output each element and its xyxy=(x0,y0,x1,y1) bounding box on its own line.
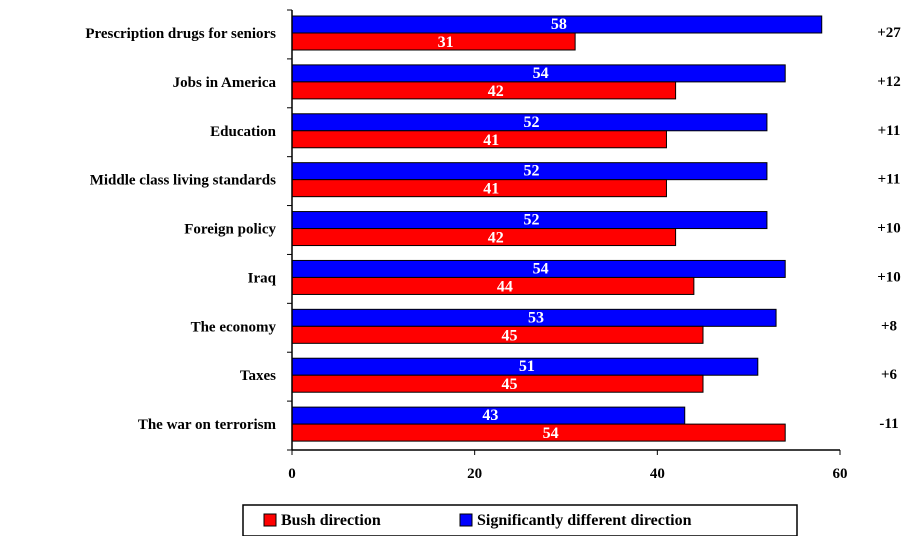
difference-label-1: +12 xyxy=(877,74,901,90)
bar-bush-7 xyxy=(291,374,704,393)
category-label-8: The war on terrorism xyxy=(138,417,277,433)
value-label-bush-5: 44 xyxy=(497,278,513,295)
difference-label-4: +10 xyxy=(877,221,901,237)
legend: Bush direction Significantly different d… xyxy=(242,504,798,536)
labels-layer: 58 31 Prescription drugs for seniors +27 54 4… xyxy=(85,16,901,482)
value-label-different-7: 51 xyxy=(519,358,535,375)
category-label-6: The economy xyxy=(191,319,277,335)
bar-bush-6 xyxy=(291,325,704,344)
value-label-bush-8: 54 xyxy=(543,425,559,442)
bar-bush-2 xyxy=(291,130,667,149)
value-label-different-2: 52 xyxy=(523,114,539,131)
value-label-different-0: 58 xyxy=(551,16,567,33)
legend-swatch-different xyxy=(459,513,473,527)
legend-label-bush: Bush direction xyxy=(281,512,381,529)
value-label-different-6: 53 xyxy=(528,309,544,326)
category-label-1: Jobs in America xyxy=(173,75,277,91)
value-label-bush-7: 45 xyxy=(502,376,518,393)
category-label-3: Middle class living standards xyxy=(90,173,276,189)
value-label-different-5: 54 xyxy=(533,260,549,277)
x-tick-label-2: 40 xyxy=(650,466,665,482)
value-label-bush-0: 31 xyxy=(438,34,454,51)
legend-swatch-bush xyxy=(263,513,277,527)
value-label-bush-1: 42 xyxy=(488,83,504,100)
x-tick-label-0: 0 xyxy=(288,466,296,482)
value-label-different-3: 52 xyxy=(523,163,539,180)
bar-bush-8 xyxy=(291,423,786,442)
x-tick-label-1: 20 xyxy=(467,466,482,482)
difference-label-7: +6 xyxy=(881,367,898,383)
difference-label-2: +11 xyxy=(878,123,901,139)
bar-bush-0 xyxy=(291,32,576,51)
x-tick-label-3: 60 xyxy=(833,466,848,482)
category-label-2: Education xyxy=(210,124,277,140)
bars-layer xyxy=(291,15,823,442)
category-label-5: Iraq xyxy=(248,270,277,286)
difference-label-6: +8 xyxy=(881,318,897,334)
bar-bush-3 xyxy=(291,179,667,198)
bar-bush-1 xyxy=(291,81,677,100)
axis-layer xyxy=(287,9,841,455)
legend-label-different: Significantly different direction xyxy=(477,512,692,529)
value-label-different-4: 52 xyxy=(523,212,539,229)
category-label-0: Prescription drugs for seniors xyxy=(85,26,276,42)
value-label-different-1: 54 xyxy=(533,65,549,82)
value-label-bush-4: 42 xyxy=(488,230,504,247)
category-label-4: Foreign policy xyxy=(184,222,276,238)
difference-label-3: +11 xyxy=(878,172,901,188)
category-label-7: Taxes xyxy=(240,368,276,384)
difference-label-8: -11 xyxy=(879,416,898,432)
value-label-bush-2: 41 xyxy=(483,132,499,149)
bar-bush-5 xyxy=(291,276,695,295)
difference-label-0: +27 xyxy=(877,25,901,41)
difference-label-5: +10 xyxy=(877,269,901,285)
value-label-bush-6: 45 xyxy=(502,327,518,344)
legend-box xyxy=(242,504,798,536)
bar-bush-4 xyxy=(291,228,677,247)
value-label-bush-3: 41 xyxy=(483,181,499,198)
value-label-different-8: 43 xyxy=(482,407,498,424)
